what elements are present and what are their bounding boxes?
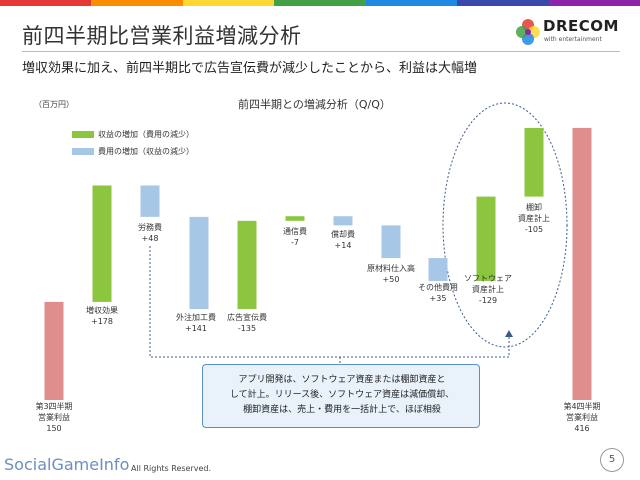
highlight-ellipse (442, 102, 568, 348)
legend-label-increase: 収益の増加（費用の減少） (98, 129, 194, 139)
chart-title: 前四半期との増減分析（Q/Q） (238, 98, 391, 111)
bar-4 (237, 220, 257, 310)
bar-label-10-2: -105 (525, 225, 543, 234)
legend-label-decrease: 費用の増加（収益の減少） (98, 146, 194, 156)
bar-label-0-1: 営業利益 (38, 412, 70, 422)
bar-label-0-0: 第3四半期 (35, 401, 72, 411)
callout-line-1: アプリ開発は、ソフトウェア資産または棚卸資産と (238, 375, 446, 385)
callout-line-2: して計上。リリース後、ソフトウェア資産は減価償却、 (229, 390, 455, 400)
rainbow-segment (91, 0, 183, 6)
bar-label-6-0: 償却費 (331, 229, 355, 239)
chart-legend: 収益の増加（費用の減少） 費用の増加（収益の減少） (72, 128, 194, 162)
bar-0 (44, 301, 64, 400)
bar-label-3-1: +141 (185, 324, 207, 333)
bar-9 (476, 196, 496, 281)
bar-label-1-1: +178 (91, 317, 113, 326)
rainbow-segment (0, 0, 92, 6)
bar-label-9-1: 資産計上 (472, 284, 504, 294)
bar-label-4-0: 広告宣伝費 (227, 312, 267, 322)
bar-label-8-0: その他費用 (418, 282, 458, 292)
logo-tagline: with entertainment (544, 36, 602, 43)
bar-label-1-0: 増収効果 (86, 305, 118, 315)
callout-box: アプリ開発は、ソフトウェア資産または棚卸資産と して計上。リリース後、ソフトウェ… (202, 364, 480, 428)
page-title: 前四半期比営業利益増減分析 (22, 24, 302, 48)
footer-copyright: All Rights Reserved. (131, 464, 212, 473)
bar-label-7-1: +50 (383, 275, 400, 284)
legend-swatch-decrease (72, 147, 94, 155)
bar-label-7-0: 原材料仕入高 (367, 263, 415, 273)
rainbow-segment (274, 0, 366, 6)
title-divider (22, 51, 620, 52)
bar-label-11-2: 416 (574, 424, 589, 433)
logo-flower-icon (516, 19, 540, 45)
bar-label-2-1: +48 (142, 234, 159, 243)
callout-line-3: 棚卸資産は、売上・費用を一括計上で、ほぼ相殺 (243, 405, 441, 415)
bar-label-0-2: 150 (46, 424, 61, 433)
rainbow-segment (457, 0, 549, 6)
bar-label-5-0: 通信費 (283, 226, 307, 236)
bar-2 (140, 185, 160, 217)
bar-3 (189, 216, 209, 310)
bar-label-11-0: 第4四半期 (563, 401, 600, 411)
bar-label-6-1: +14 (335, 241, 352, 250)
unit-label: （百万円） (34, 100, 74, 109)
footer-brand: SocialGameInfo (4, 455, 130, 474)
bar-1 (92, 185, 112, 302)
bar-label-10-1: 資産計上 (518, 213, 550, 223)
bar-label-11-1: 営業利益 (566, 412, 598, 422)
legend-item-increase: 収益の増加（費用の減少） (72, 128, 194, 140)
rainbow-segment (548, 0, 640, 6)
bar-label-8-1: +35 (430, 294, 447, 303)
bar-6 (333, 216, 353, 226)
bar-label-5-1: -7 (291, 238, 299, 247)
legend-item-decrease: 費用の増加（収益の減少） (72, 145, 194, 157)
bar-7 (381, 225, 401, 259)
bar-label-4-1: -135 (238, 324, 256, 333)
rainbow-stripe (0, 0, 640, 6)
bar-label-9-0: ソフトウェア (464, 274, 512, 283)
logo-text: DRECOM (543, 17, 619, 35)
page-subtitle: 増収効果に加え、前四半期比で広告宣伝費が減少したことから、利益は大幅増 (22, 61, 478, 76)
bar-8 (428, 258, 448, 281)
page-number: 5 (600, 448, 624, 472)
bar-label-10-0: 棚卸 (526, 202, 542, 212)
bar-10 (524, 127, 544, 197)
rainbow-segment (182, 0, 275, 6)
rainbow-segment (365, 0, 458, 6)
bar-label-9-2: -129 (479, 296, 497, 305)
connector-arrow-icon (505, 330, 513, 337)
legend-swatch-increase (72, 130, 94, 138)
bar-label-2-0: 労務費 (138, 222, 162, 232)
bar-11 (572, 127, 592, 400)
bar-5 (285, 216, 305, 221)
bar-label-3-0: 外注加工費 (176, 312, 216, 322)
company-logo: DRECOM with entertainment (515, 17, 620, 49)
